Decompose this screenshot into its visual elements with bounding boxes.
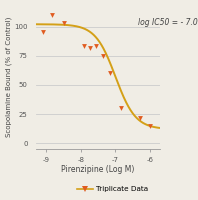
Point	[109, 72, 112, 75]
Point	[88, 46, 91, 49]
Point	[62, 21, 65, 25]
Point	[119, 107, 122, 110]
Point	[95, 45, 98, 48]
Point	[50, 13, 53, 16]
Point	[148, 124, 152, 127]
X-axis label: Pirenzipine (Log M): Pirenzipine (Log M)	[62, 165, 135, 174]
Text: log IC50 = - 7.0: log IC50 = - 7.0	[138, 18, 198, 27]
Point	[102, 54, 105, 57]
Legend: Triplicate Data: Triplicate Data	[74, 184, 151, 195]
Point	[138, 116, 141, 119]
Y-axis label: Scopolamine Bound (% of Control): Scopolamine Bound (% of Control)	[6, 17, 12, 137]
Point	[41, 31, 45, 34]
Point	[83, 45, 86, 48]
